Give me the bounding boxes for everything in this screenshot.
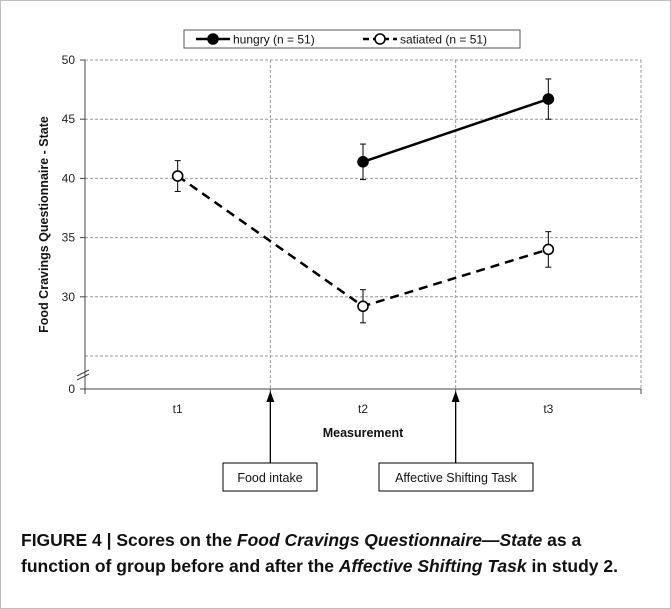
- x-tick-label: t3: [543, 402, 553, 416]
- y-tick-label: 45: [62, 112, 76, 126]
- x-tick-label: t1: [173, 402, 183, 416]
- legend-box: [183, 29, 521, 49]
- annotation-box: [222, 462, 318, 492]
- series-line-0: [362, 97, 549, 164]
- caption-text-2: as a function of group before and after …: [21, 530, 582, 576]
- y-tick-label: 0: [68, 382, 75, 396]
- y-tick-label: 30: [62, 290, 76, 304]
- caption-text-1: Scores on the: [116, 530, 237, 550]
- figure-caption: FIGURE 4 | Scores on the Food Cravings Q…: [21, 527, 653, 579]
- axes: 0 30 35 40 45 50 t1 t2 t3: [62, 53, 642, 416]
- caption-emphasis-2: Affective Shifting Task: [338, 556, 527, 576]
- caption-text-3: in study 2.: [526, 556, 618, 576]
- y-tick-label: 35: [62, 231, 76, 245]
- line-chart: 0 30 35 40 45 50 t1 t2 t3 hungry (n = 51) satiate…: [37, 29, 642, 492]
- annotations: Food intake Affective Shifting Task: [222, 391, 534, 492]
- legend: hungry (n = 51) satiated (n = 51): [183, 29, 521, 49]
- gridlines: [85, 59, 642, 389]
- data-point-1: [171, 170, 184, 182]
- y-tick-label: 40: [62, 171, 76, 185]
- legend-marker: [207, 33, 219, 45]
- y-axis-label: Food Cravings Questionnaire - State: [37, 116, 51, 333]
- annotation-label: Food intake: [237, 471, 302, 485]
- data-point-0: [357, 156, 369, 168]
- caption-label: FIGURE 4 |: [21, 530, 117, 550]
- series-layer: [171, 78, 555, 324]
- legend-marker: [374, 33, 386, 45]
- series-line-1: [176, 175, 549, 308]
- legend-entry: hungry (n = 51): [233, 33, 315, 47]
- legend-entry: satiated (n = 51): [400, 33, 487, 47]
- annotation-box: [378, 462, 534, 492]
- annotation-arrowhead: [266, 391, 275, 402]
- annotation-arrowhead: [451, 391, 460, 402]
- axis-break-mark: [76, 373, 90, 381]
- data-point-0: [542, 93, 555, 105]
- x-tick-label: t2: [358, 402, 368, 416]
- axis-break-mark: [76, 369, 90, 377]
- caption-emphasis-1: Food Cravings Questionnaire—State: [236, 530, 543, 550]
- y-tick-label: 50: [62, 53, 76, 67]
- data-point-1: [542, 243, 555, 256]
- data-point-1: [357, 300, 369, 313]
- annotation-label: Affective Shifting Task: [395, 471, 518, 485]
- x-axis-label: Measurement: [323, 426, 404, 440]
